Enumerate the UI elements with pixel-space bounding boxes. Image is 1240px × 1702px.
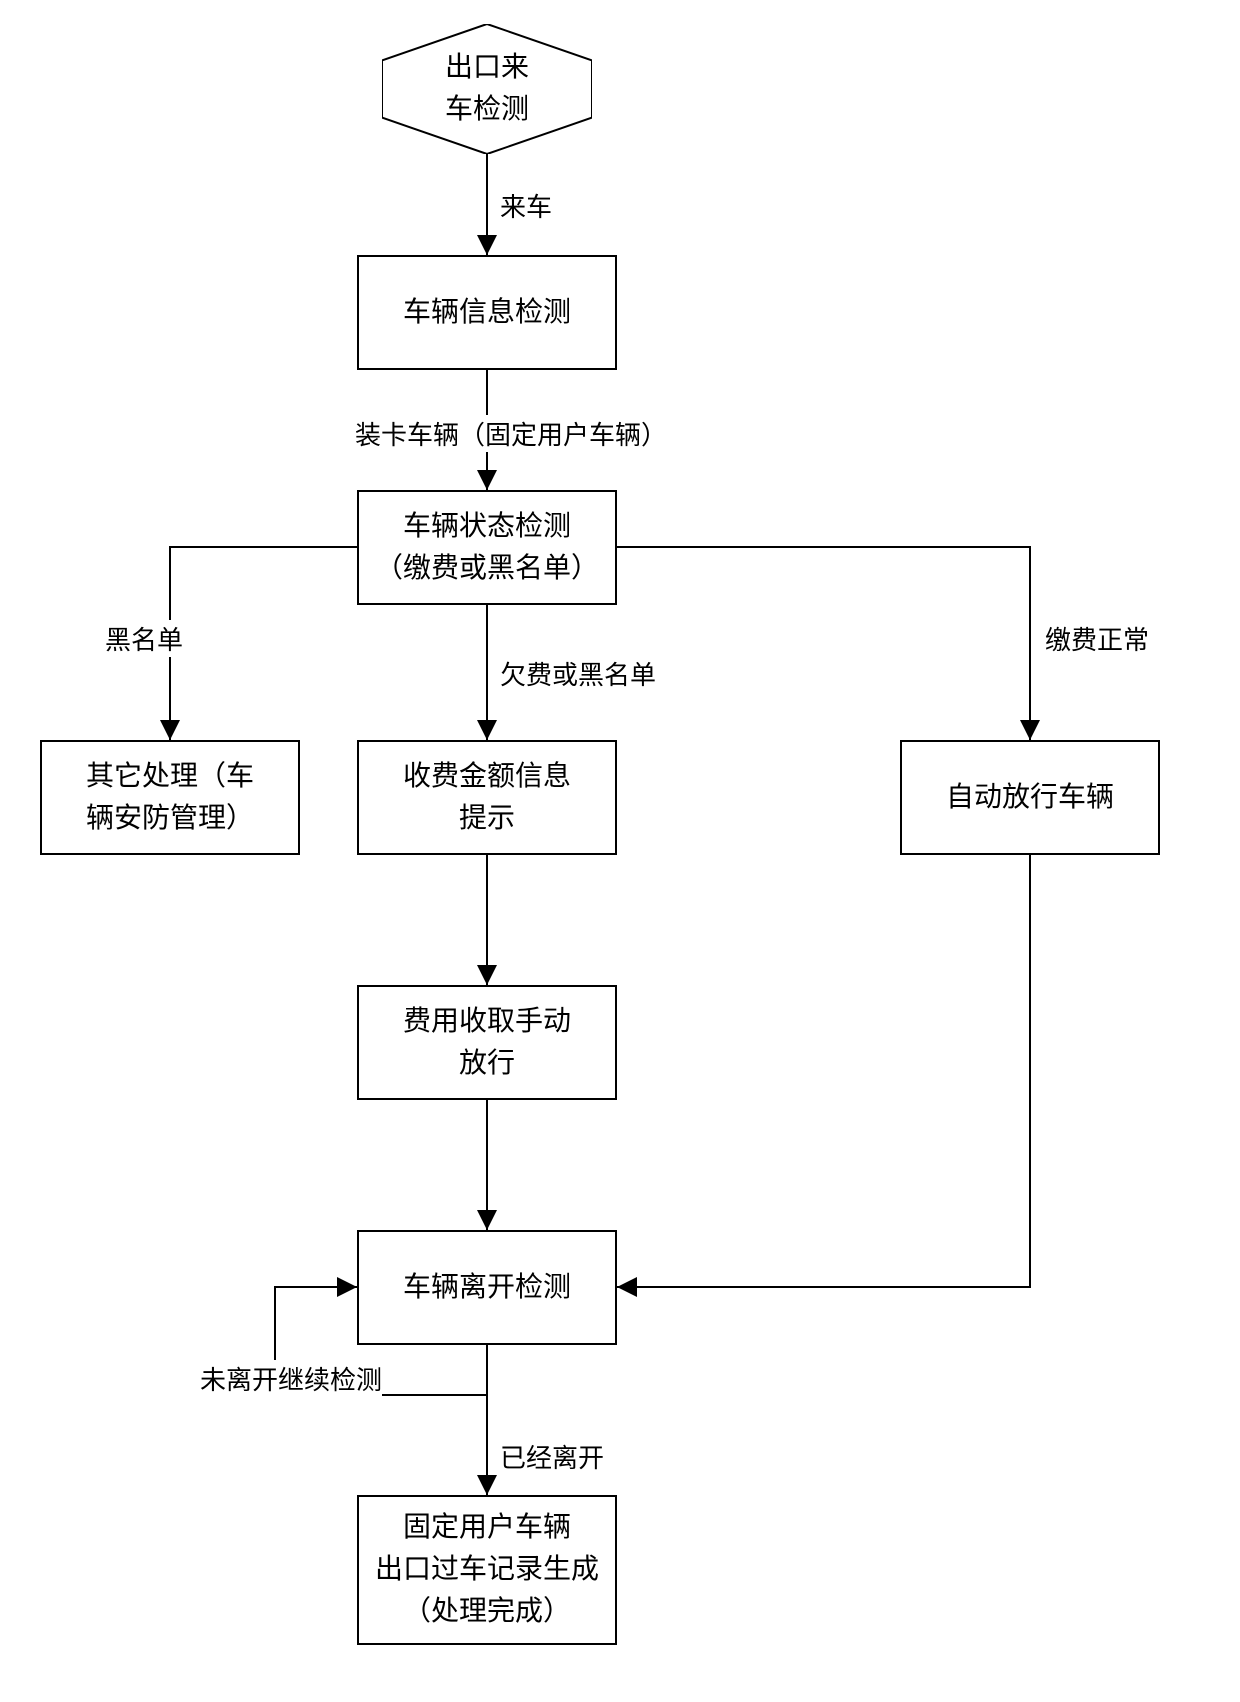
edge-status-other: [170, 547, 357, 740]
node-record: 固定用户车辆出口过车记录生成（处理完成）: [357, 1495, 617, 1645]
node-record-text: 固定用户车辆出口过车记录生成（处理完成）: [375, 1507, 599, 1633]
node-start-text: 出口来车检测: [445, 47, 529, 131]
edge-label-status-auto_release: 缴费正常: [1045, 620, 1149, 657]
edge-label-leave-leave: 未离开继续检测: [200, 1360, 382, 1397]
node-auto_release-text: 自动放行车辆: [946, 777, 1114, 819]
node-other-text: 其它处理（车辆安防管理）: [86, 756, 254, 840]
node-info: 车辆信息检测: [357, 255, 617, 370]
node-manual-text: 费用收取手动放行: [403, 1001, 571, 1085]
node-fee_info-text: 收费金额信息提示: [403, 756, 571, 840]
node-auto_release: 自动放行车辆: [900, 740, 1160, 855]
node-status-text: 车辆状态检测（缴费或黑名单）: [375, 506, 599, 590]
edge-auto_release-leave: [617, 855, 1030, 1287]
edge-status-auto_release: [617, 547, 1030, 740]
edge-label-status-other: 黑名单: [105, 620, 183, 657]
node-other: 其它处理（车辆安防管理）: [40, 740, 300, 855]
edge-label-status-fee_info: 欠费或黑名单: [500, 655, 656, 692]
node-status: 车辆状态检测（缴费或黑名单）: [357, 490, 617, 605]
edge-label-info-status: 装卡车辆（固定用户车辆）: [355, 415, 667, 452]
node-leave-text: 车辆离开检测: [403, 1267, 571, 1309]
edge-label-leave-record: 已经离开: [500, 1438, 604, 1475]
edge-label-start-info: 来车: [500, 187, 552, 224]
node-leave: 车辆离开检测: [357, 1230, 617, 1345]
node-info-text: 车辆信息检测: [403, 292, 571, 334]
node-manual: 费用收取手动放行: [357, 985, 617, 1100]
node-start: 出口来车检测: [382, 24, 592, 154]
node-fee_info: 收费金额信息提示: [357, 740, 617, 855]
